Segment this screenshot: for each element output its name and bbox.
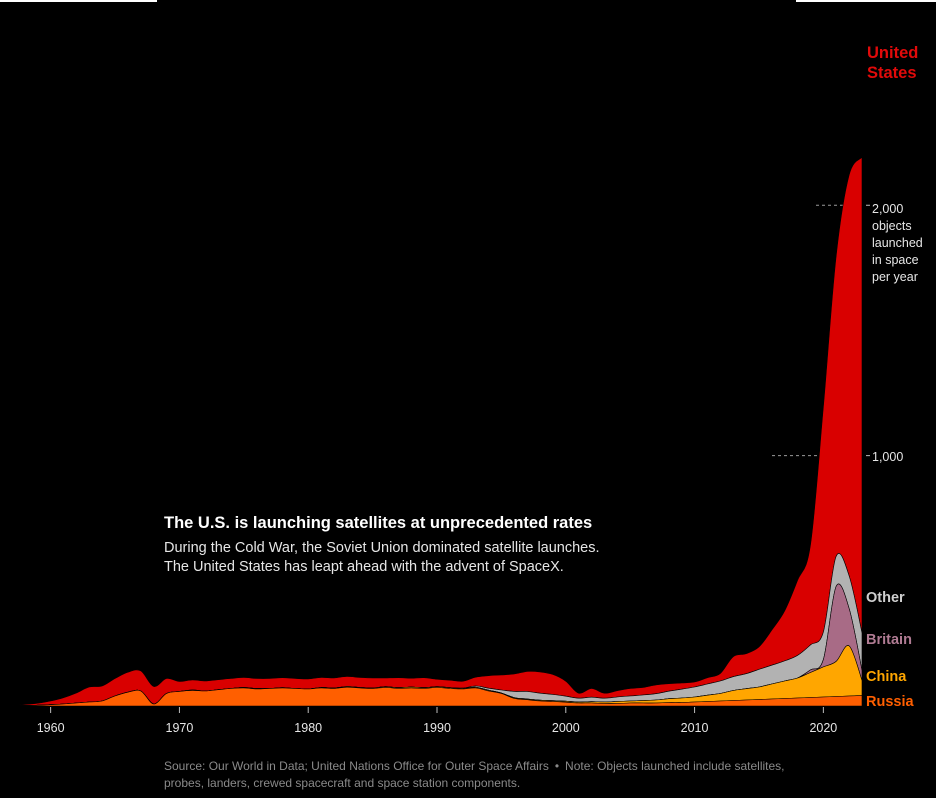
source-text: Source: Our World in Data; United Nation… [164,759,549,773]
chart-subheadline-line-2: The United States has leapt ahead with t… [164,559,564,575]
chart-headline: The U.S. is launching satellites at unpr… [164,514,593,532]
note-text: Note: Objects launched include satellite… [164,759,785,790]
chart-footnote: Source: Our World in Data; United Nation… [164,758,804,792]
area-russia [11,686,863,707]
x-tick-label-2010: 2010 [681,721,709,735]
separator-dot: • [554,759,560,773]
y-tick-label-2000: 2,000 objects launched in space per year [872,201,923,286]
series-label-china: China [866,669,907,685]
series-labels: Russia China Britain Other United States [866,44,918,710]
y-tick-2000-value: 2,000 [872,202,904,216]
series-label-russia: Russia [866,694,914,710]
x-tick-label-1980: 1980 [294,721,322,735]
x-tick-label-1960: 1960 [37,721,65,735]
y-unit-line-1: objects [872,219,912,233]
top-rule-left [0,0,157,2]
x-tick-label-1970: 1970 [166,721,194,735]
y-tick-label-1000: 1,000 [872,449,903,466]
series-label-united-states-2: States [867,64,917,82]
area-united-states [11,156,863,707]
series-label-united-states-1: United [867,44,918,62]
stacked-area-chart: 1960 1970 1980 1990 2000 2010 2020 Russia China… [11,44,918,735]
y-unit-line-4: per year [872,270,918,284]
y-tick-1000-value: 1,000 [872,450,904,464]
chart-subheadline-line-1: During the Cold War, the Soviet Union do… [164,540,600,556]
x-tick-label-2020: 2020 [809,721,837,735]
x-tick-label-2000: 2000 [552,721,580,735]
x-tick-label-1990: 1990 [423,721,451,735]
y-unit-line-3: in space [872,253,919,267]
area-series-group [11,156,863,707]
series-label-britain: Britain [866,632,912,648]
top-rule-right [796,0,936,2]
y-unit-line-2: launched [872,236,923,250]
x-axis: 1960 1970 1980 1990 2000 2010 2020 [37,707,837,735]
series-label-other: Other [866,590,905,606]
